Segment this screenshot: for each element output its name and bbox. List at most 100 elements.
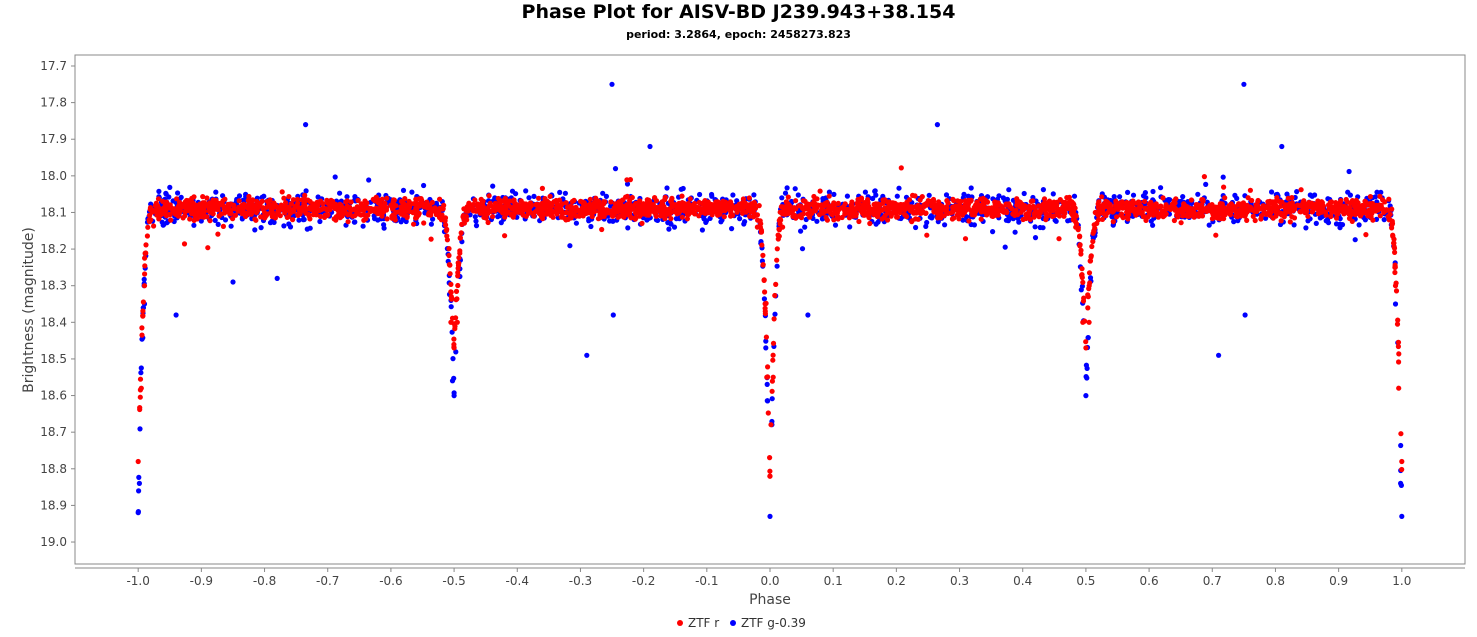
data-point [153,208,159,214]
data-point [1132,206,1138,212]
data-point [413,196,419,202]
data-point [343,210,349,216]
data-point [951,197,957,204]
data-point [168,204,174,210]
data-point [1167,197,1173,203]
data-point [1294,189,1300,195]
data-point [593,195,599,201]
data-point [236,193,243,199]
data-point [644,217,650,223]
data-point [1006,215,1012,221]
data-point [960,217,966,223]
data-point [456,255,462,261]
x-tick-label: 0.6 [1140,574,1159,588]
data-point [279,189,285,195]
data-point [1138,203,1144,209]
data-point [260,205,266,211]
data-point [448,319,454,325]
data-point [1247,204,1253,210]
data-point [990,229,996,235]
data-point [1040,187,1046,193]
data-point [774,246,780,252]
data-point [639,220,645,226]
data-point [1398,480,1404,486]
data-point [1014,196,1020,202]
data-point [290,207,296,213]
data-point [668,221,674,227]
data-point [557,189,563,195]
data-point [413,201,419,207]
data-point [1051,213,1057,219]
data-point [1117,200,1123,206]
data-point [304,226,310,232]
data-point [455,260,461,266]
data-point [379,213,385,219]
data-point [1343,196,1349,203]
data-point [166,194,172,200]
data-point [464,217,470,223]
data-point [215,231,221,237]
data-point [769,396,775,402]
data-point [1006,201,1012,207]
data-point [230,216,236,222]
data-point [762,301,768,307]
data-point [904,213,910,220]
data-point [809,208,816,214]
data-point [1285,195,1291,201]
data-point [779,195,785,201]
data-point [302,202,308,208]
data-point [594,201,601,207]
data-point [347,206,353,212]
data-point [650,202,656,208]
data-point [893,209,900,216]
data-point [448,304,454,310]
data-point [873,221,879,227]
data-point [1386,217,1392,223]
data-point [830,206,836,212]
data-point [283,200,289,206]
data-point [799,205,806,211]
data-point [262,215,268,221]
data-point [388,202,394,208]
data-point [953,203,959,209]
data-point [962,198,969,204]
data-point [847,224,853,230]
data-point [914,208,920,214]
data-point [239,209,245,215]
data-point [1173,196,1179,202]
data-point [751,200,757,206]
y-tick-label: 17.8 [40,96,67,110]
data-point [1021,190,1027,197]
data-point [366,205,372,211]
data-point [769,378,776,384]
data-point [625,206,631,212]
data-point [798,228,804,234]
data-point [156,188,162,194]
data-point [1255,203,1261,209]
data-point [793,198,799,204]
data-point [628,215,634,221]
data-point [143,250,149,256]
data-point [1209,209,1215,216]
data-point [464,204,470,210]
data-point [1337,221,1343,227]
data-point [730,192,736,198]
data-point [703,219,709,225]
data-point [784,185,790,191]
data-point [697,191,703,198]
data-point [583,202,589,208]
data-point [603,193,610,199]
data-point [1038,205,1044,211]
data-point [704,206,710,212]
data-point [1037,224,1043,231]
data-point [306,213,312,219]
x-tick-label: 0.9 [1329,574,1348,588]
data-point [615,214,621,220]
data-point [1080,279,1086,285]
data-point [358,207,364,213]
data-point [410,209,416,215]
data-point [831,191,837,197]
data-point [737,216,743,222]
data-point [1031,214,1037,220]
data-point [1171,217,1177,224]
